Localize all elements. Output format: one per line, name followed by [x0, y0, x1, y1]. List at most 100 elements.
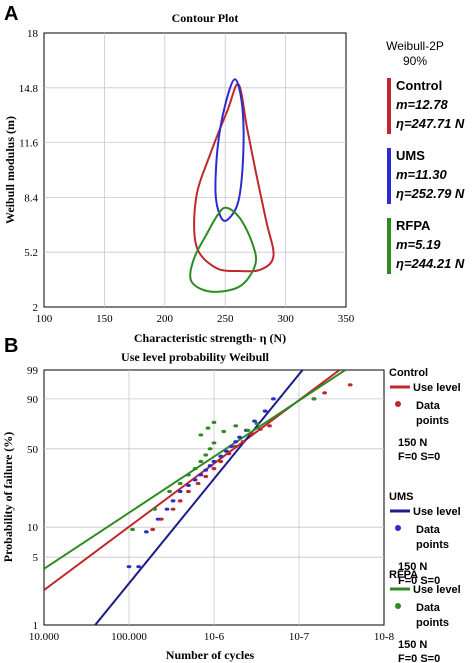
panel-a-contours — [189, 78, 275, 293]
data-point-control — [226, 452, 232, 456]
panel-a-y-tick-label: 18 — [27, 28, 39, 40]
panel-a-x-tick-label: 200 — [157, 313, 174, 325]
panel-b-ticks: 10.000 100.000 10-6 10-7 10-8 1 5 10 50 90 99 — [27, 365, 395, 643]
data-point-ums — [164, 507, 170, 511]
legend-b-control-points-label-2: points — [416, 415, 449, 427]
panel-a-title: Contour Plot — [172, 11, 239, 25]
legend-b-ums-points-label: Data — [416, 524, 441, 536]
data-point-ums — [233, 440, 239, 444]
panel-a-x-tick-label: 100 — [36, 313, 53, 325]
data-point-control — [347, 383, 353, 387]
panel-a-legend: Control m=12.78 η=247.71 N UMS m=11.30 η=252.… — [387, 78, 465, 274]
data-point-rfpa — [254, 421, 260, 426]
panel-b-y-axis-label: Probability of failure (%) — [1, 432, 15, 563]
legend-ums-eta: η=252.79 N — [396, 186, 465, 201]
data-point-ums — [218, 454, 224, 458]
data-point-rfpa — [245, 428, 251, 432]
legend-b-ums-fs: F=0 S=0 — [398, 575, 440, 587]
panel-a-grid — [43, 32, 347, 308]
panel-b-y-tick-label: 90 — [27, 394, 39, 406]
panel-a-x-tick-label: 250 — [217, 313, 234, 325]
data-point-rfpa — [211, 441, 217, 445]
data-point-control — [186, 489, 191, 494]
data-point-rfpa — [221, 429, 227, 434]
legend-b-control-point-swatch — [395, 401, 401, 407]
panel-b-y-tick-label: 10 — [27, 522, 39, 534]
panel-a: A Contour Plot 100 150 200 250 300 350 2 5.2 8.4… — [3, 3, 465, 345]
data-point-ums — [186, 483, 191, 488]
panel-a-y-tick-label: 11.6 — [19, 138, 38, 150]
legend-b-rfpa-points-label: Data — [416, 602, 441, 614]
data-point-ums — [143, 530, 149, 534]
legend-b-ums-line-label: Use level — [413, 506, 461, 518]
data-point-rfpa — [203, 453, 209, 457]
data-point-rfpa — [211, 420, 217, 424]
data-point-ums — [126, 565, 132, 569]
panel-a-x-tick-label: 150 — [96, 313, 113, 325]
data-point-control — [170, 507, 176, 511]
legend-b-ums-point-swatch — [395, 525, 401, 531]
panel-b-y-tick-label: 99 — [27, 365, 39, 377]
panel-b-x-tick-label: 10-8 — [374, 631, 395, 643]
panel-b-label: B — [4, 335, 18, 357]
legend-b-ums-points-label-2: points — [416, 539, 449, 551]
data-point-ums — [198, 473, 204, 477]
panel-b-x-tick-label: 10.000 — [29, 631, 60, 643]
legend-rfpa-name: RFPA — [396, 218, 431, 233]
data-point-control — [150, 527, 156, 532]
data-point-rfpa — [207, 447, 213, 451]
data-point-ums — [252, 419, 257, 423]
data-point-rfpa — [167, 489, 172, 494]
legend-b-control-stress: 150 N — [398, 437, 427, 449]
data-point-ums — [177, 489, 183, 494]
data-point-ums — [211, 459, 217, 464]
data-point-control — [257, 427, 263, 431]
data-point-ums — [170, 499, 176, 503]
legend-control-m: m=12.78 — [396, 97, 448, 112]
panel-a-ticks: 100 150 200 250 300 350 2 5.2 8.4 11.6 14.8 18 — [19, 28, 355, 325]
panel-a-y-tick-label: 5.2 — [24, 247, 38, 259]
panel-b-x-tick-label: 10-7 — [289, 631, 310, 643]
legend-b-control-fs: F=0 S=0 — [398, 451, 440, 463]
data-point-control — [267, 424, 272, 428]
data-point-control — [177, 499, 183, 503]
fit-line-ums — [94, 370, 304, 625]
data-point-ums — [224, 449, 229, 453]
data-point-ums — [228, 444, 234, 449]
panel-b: B Use level probability Weibull 10.000 10… — [1, 335, 461, 663]
panel-b-y-tick-label: 50 — [27, 444, 39, 456]
data-point-ums — [192, 478, 198, 482]
panel-b-legend: Control Use level Data points 150 N F=0 S=0 UM… — [389, 367, 461, 663]
legend-rfpa-eta: η=244.21 N — [396, 256, 465, 271]
legend-b-ums-name: UMS — [389, 491, 413, 503]
panel-b-y-tick-label: 1 — [33, 620, 39, 632]
panel-a-plot-frame — [43, 32, 347, 308]
data-point-ums — [237, 435, 242, 439]
data-point-ums — [262, 409, 268, 413]
panel-b-grid — [43, 369, 385, 626]
panel-b-x-tick-label: 100.000 — [111, 631, 147, 643]
data-point-ums — [203, 468, 209, 472]
panel-a-y-axis-label: Weibull modulus (m) — [3, 116, 17, 224]
data-point-rfpa — [186, 473, 191, 477]
data-point-control — [233, 444, 239, 449]
data-point-control — [240, 440, 246, 444]
legend-b-rfpa-stress: 150 N — [398, 639, 427, 651]
panel-b-fit-lines — [44, 370, 346, 625]
legend-title-line1: Weibull-2P — [386, 39, 444, 53]
panel-b-title: Use level probability Weibull — [121, 350, 270, 364]
data-point-ums — [136, 565, 142, 569]
legend-b-rfpa-point-swatch — [395, 603, 401, 609]
data-point-rfpa — [177, 481, 183, 486]
legend-b-rfpa-fs: F=0 S=0 — [398, 653, 440, 663]
data-point-rfpa — [152, 507, 157, 511]
legend-b-rfpa-name: RFPA — [389, 569, 418, 581]
data-point-control — [218, 459, 224, 464]
data-point-control — [195, 481, 201, 486]
panel-a-y-tick-label: 8.4 — [24, 192, 38, 204]
panel-b-y-tick-label: 5 — [33, 552, 39, 564]
data-point-rfpa — [198, 433, 204, 437]
legend-control-eta: η=247.71 N — [396, 116, 465, 131]
data-point-rfpa — [311, 397, 317, 401]
